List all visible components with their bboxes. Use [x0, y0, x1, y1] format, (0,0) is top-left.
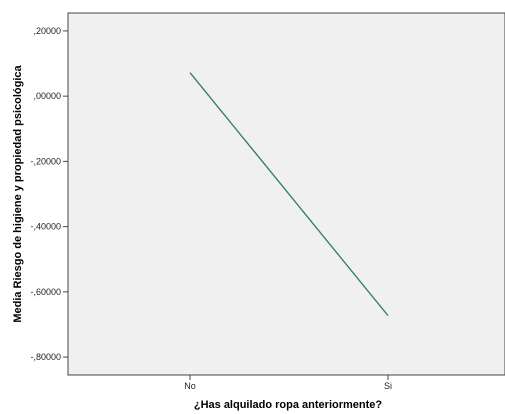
series-line: [189, 72, 389, 317]
x-axis-title: ¿Has alquilado ropa anteriormente?: [194, 399, 383, 411]
y-tick-label: ,20000: [33, 26, 61, 36]
plot-area: [67, 12, 505, 376]
x-tick-label: Si: [384, 381, 392, 391]
x-axis: No Si: [184, 375, 392, 391]
y-tick-label: -,80000: [30, 352, 61, 362]
y-axis-title: Media Riesgo de higiene y propiedad psic…: [12, 64, 24, 322]
y-tick-label: -,60000: [30, 287, 61, 297]
y-tick-label: -,20000: [30, 156, 61, 166]
y-tick-label: ,00000: [33, 91, 61, 101]
y-axis: ,20000 ,00000 -,20000 -,40000 -,60000 -,80000: [30, 26, 68, 362]
x-tick-label: No: [184, 381, 196, 391]
y-tick-label: -,40000: [30, 222, 61, 232]
series-group: [189, 72, 389, 317]
